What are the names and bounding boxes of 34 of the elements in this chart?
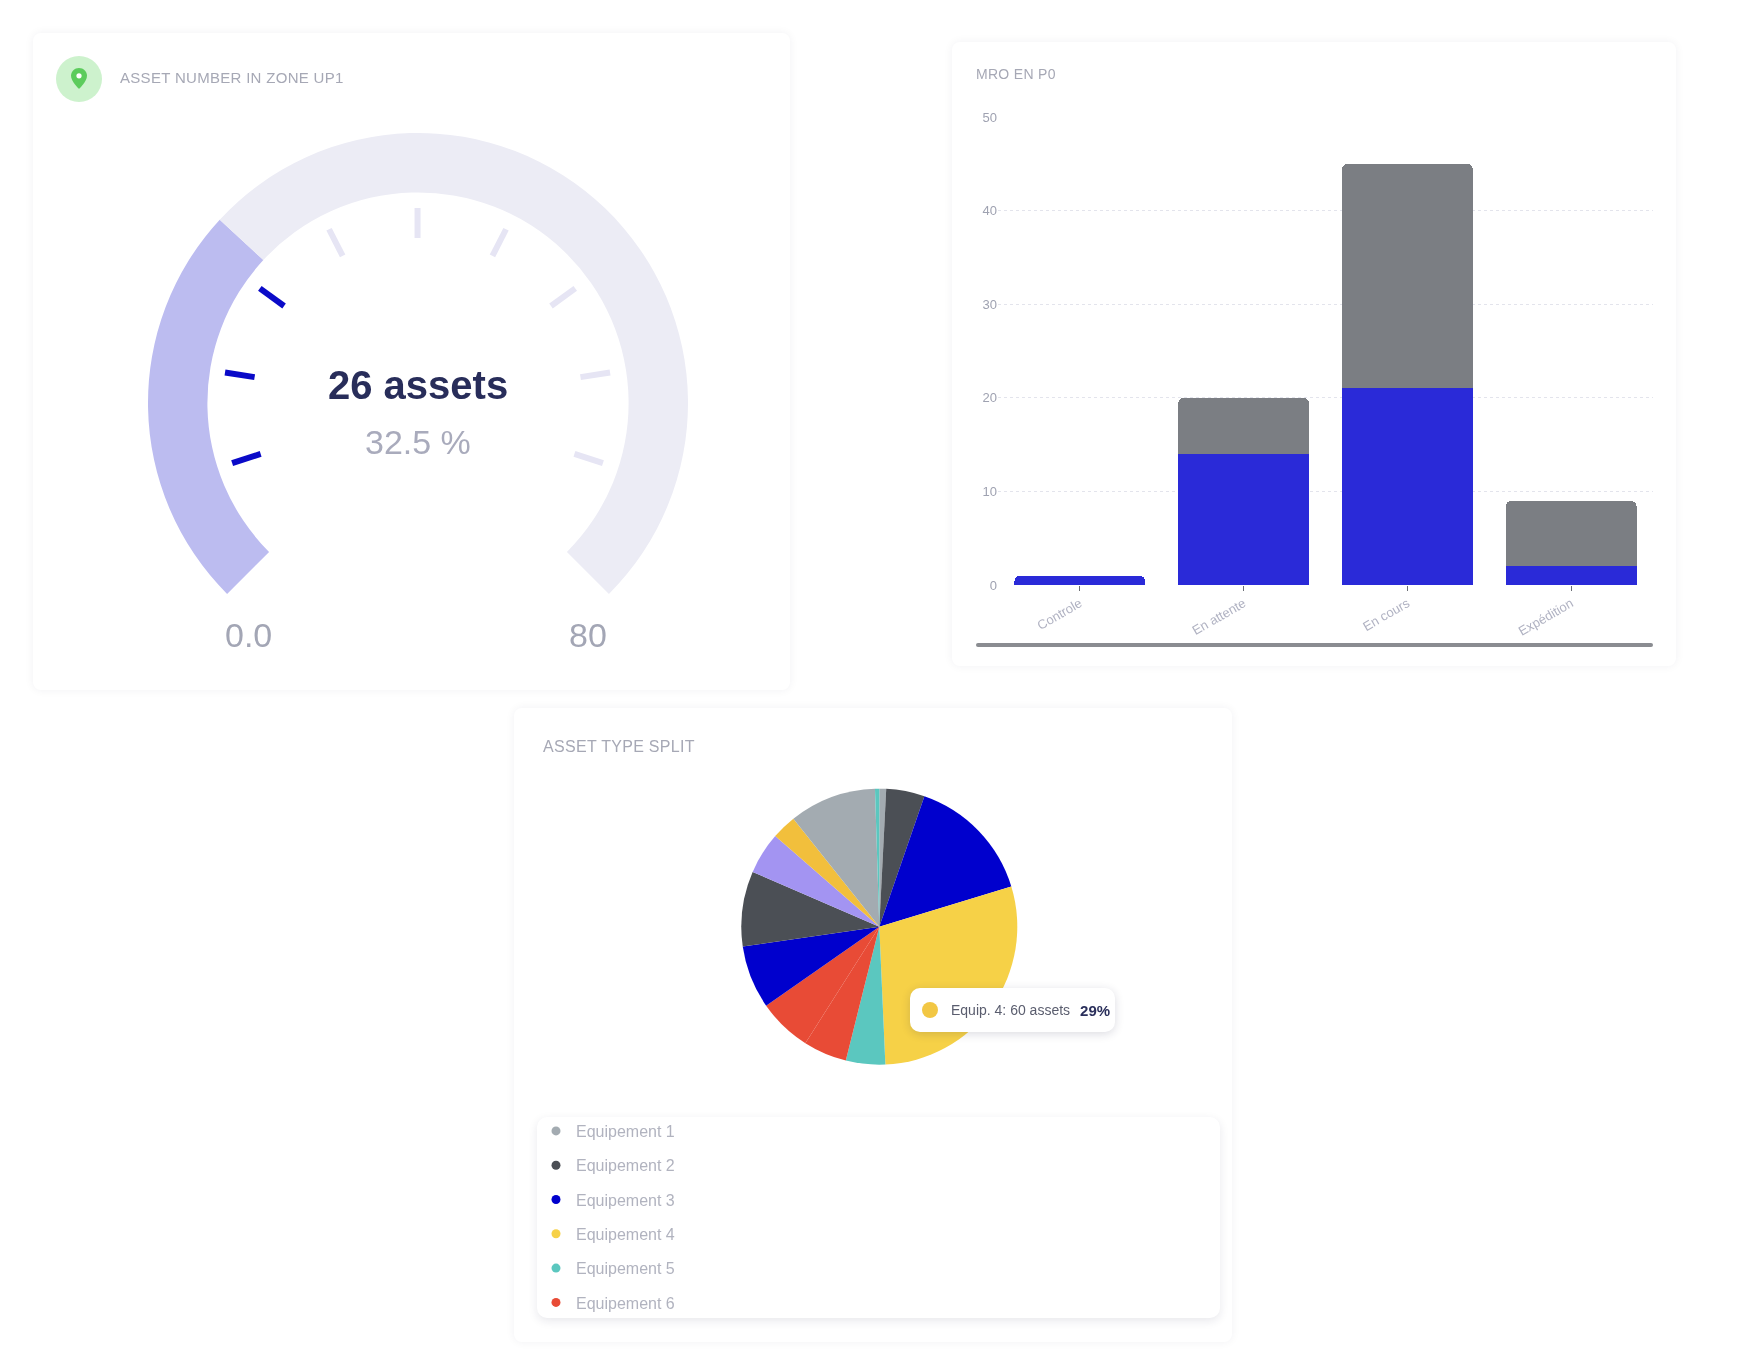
pie-slice: [879, 796, 1012, 927]
bar: [1341, 163, 1473, 389]
text: 32.5 %: [364, 422, 471, 461]
tooltip-box: Equip. 4: 60 assets 29%: [910, 988, 1115, 1032]
text: 0.0: [224, 615, 272, 654]
legend-label: Equipement 2: [576, 1157, 675, 1175]
bar: [1178, 397, 1310, 454]
pie-slice: [775, 818, 880, 927]
legend-label: Equipement 3: [576, 1191, 675, 1209]
pie-slice: [741, 871, 880, 947]
pie-slice: [879, 788, 925, 927]
y-tick-label: 10: [982, 483, 997, 499]
legend-label: Equipement 4: [576, 1226, 675, 1244]
y-tick-label: 20: [982, 390, 997, 406]
y-tick-label: 50: [982, 109, 997, 125]
x-tick-label: En cours: [1360, 595, 1413, 634]
bar: [1178, 453, 1310, 585]
legend-label: Equipement 1: [576, 1123, 675, 1141]
bar: [1505, 566, 1637, 585]
y-tick-label: 30: [982, 296, 997, 312]
text: 80: [568, 615, 607, 654]
text: 26 assets: [327, 362, 508, 407]
pie-slice: [752, 836, 880, 927]
legend-label: Equipement 6: [576, 1294, 675, 1312]
bar: [1505, 500, 1637, 567]
bar: [1014, 575, 1146, 585]
legend-label: Equipement 5: [576, 1260, 675, 1278]
chart-title: ASSET NUMBER IN ZONE UP1: [120, 69, 344, 86]
y-tick-label: 0: [989, 577, 997, 593]
chart-title: ASSET TYPE SPLIT: [543, 738, 695, 755]
pie-slice: [742, 926, 880, 1006]
bar: [1341, 388, 1473, 585]
chart-title: MRO EN P0: [976, 66, 1056, 82]
y-tick-label: 40: [982, 203, 997, 219]
